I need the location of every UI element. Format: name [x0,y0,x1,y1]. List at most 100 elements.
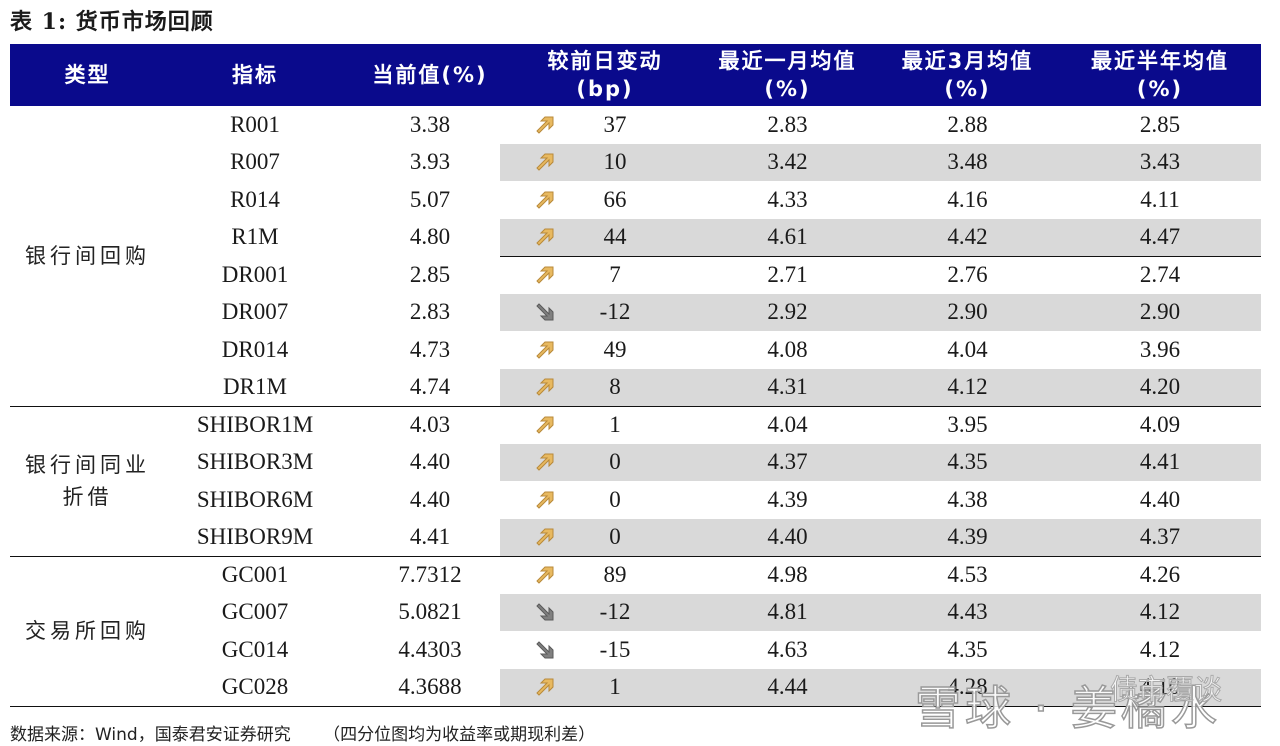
cell-m1: 2.83 [767,111,808,137]
cell-m1: 4.40 [767,524,808,550]
row-shading [500,668,1261,706]
group-interbank-repo: 银行间回购 [10,106,165,406]
cell-indicator: R1M [231,224,279,250]
arrow-up-icon [520,481,570,519]
cell-m6: 4.41 [1139,449,1181,475]
cell-indicator: R007 [230,149,280,175]
cell-m6: 4.09 [1139,411,1181,437]
cell-m3: 4.42 [947,224,988,250]
arrow-up-icon [520,519,570,557]
header-type: 类型 [10,44,165,106]
table-row: GC014 4.4303 -15 4.63 4.35 4.12 [10,631,1261,669]
cell-m1: 4.08 [767,336,808,362]
cell-indicator: DR1M [223,374,287,400]
cell-m6: 2.85 [1139,111,1181,137]
cell-change: 0 [609,449,621,475]
table-row: SHIBOR1M 4.03 1 4.04 3.95 4.09 [10,406,1261,444]
cell-m3: 3.95 [947,411,988,437]
cell-change: 8 [609,374,621,400]
cell-current: 2.85 [409,261,451,287]
table-row: DR014 4.73 49 4.08 4.04 3.96 [10,331,1261,369]
cell-m1: 3.42 [767,149,808,175]
cell-m1: 4.81 [767,599,808,625]
cell-change: 66 [603,186,627,212]
row-shading [500,593,1261,631]
cell-m6: 4.47 [1139,224,1181,250]
cell-indicator: GC001 [221,561,289,587]
cell-indicator: GC028 [221,674,289,700]
cell-m3: 4.35 [947,636,988,662]
cell-change: 49 [603,336,627,362]
table-row: SHIBOR6M 4.40 0 4.39 4.38 4.40 [10,481,1261,519]
table-title: 表 1: 货币市场回顾 [10,9,214,35]
cell-m1: 4.39 [767,486,808,512]
cell-m6: 4.10 [1139,674,1181,700]
arrow-up-icon [520,181,570,219]
cell-indicator: R001 [230,111,280,137]
group-label: 银行间回购 [25,244,150,268]
cell-current: 4.3688 [398,674,462,700]
arrow-up-icon [520,331,570,369]
cell-m6: 4.37 [1139,524,1181,550]
cell-indicator: R014 [230,186,280,212]
cell-m3: 4.28 [947,674,988,700]
cell-current: 4.40 [409,486,451,512]
header-indicator: 指标 [165,44,345,106]
cell-m3: 2.90 [947,299,988,325]
table-row: R1M 4.80 44 4.61 4.42 4.47 [10,218,1261,256]
cell-indicator: SHIBOR6M [196,486,314,512]
header-current: 当前值(%) [345,44,515,106]
arrow-down-icon [520,594,570,632]
cell-m3: 2.88 [947,111,988,137]
table-body: 银行间回购 银行间同业 折借 交易所回购 R001 3.38 37 2.83 2.88 2… [10,106,1261,707]
header-change-line2: (bp) [576,77,634,101]
table-row: R014 5.07 66 4.33 4.16 4.11 [10,181,1261,219]
header-3m-line2: (%) [944,77,991,101]
cell-current: 7.7312 [398,561,462,587]
cell-m1: 4.33 [767,186,808,212]
cell-change: 0 [609,486,621,512]
cell-m6: 4.40 [1139,486,1181,512]
cell-current: 4.73 [409,336,451,362]
cell-m3: 4.12 [947,374,988,400]
row-shading [500,218,1261,256]
cell-m1: 4.63 [767,636,808,662]
cell-current: 4.03 [409,411,451,437]
cell-m6: 4.12 [1139,599,1181,625]
table-row: R007 3.93 10 3.42 3.48 3.43 [10,143,1261,182]
money-market-table: 类型 指标 当前值(%) 较前日变动 (bp) 最近一月均值 (%) 最近3月均值 (… [10,44,1261,707]
cell-m6: 3.43 [1139,149,1181,175]
cell-indicator: GC007 [221,599,289,625]
group-exchange-repo: 交易所回购 [10,556,165,706]
group-interbank-lending: 银行间同业 折借 [10,406,165,556]
table-row: R001 3.38 37 2.83 2.88 2.85 [10,106,1261,144]
cell-current: 3.93 [409,149,451,175]
arrow-up-icon [520,106,570,144]
row-shading [500,293,1261,331]
row-divider [500,256,1261,257]
cell-m6: 2.74 [1139,261,1181,287]
row-divider [10,706,1261,707]
cell-change: 10 [603,149,627,175]
cell-m6: 2.90 [1139,299,1181,325]
header-indicator-label: 指标 [232,63,278,87]
cell-change: -12 [599,599,631,625]
header-change: 较前日变动 (bp) [520,44,690,106]
arrow-up-icon [520,444,570,482]
cell-m1: 4.98 [767,561,808,587]
cell-m1: 2.71 [767,261,808,287]
cell-m1: 4.31 [767,374,808,400]
table-row: DR001 2.85 7 2.71 2.76 2.74 [10,256,1261,294]
cell-change: -12 [599,299,631,325]
cell-m3: 4.04 [947,336,988,362]
cell-current: 5.0821 [398,599,462,625]
cell-change: 44 [603,224,627,250]
arrow-up-icon [520,144,570,182]
arrow-up-icon [520,669,570,707]
header-1m-line1: 最近一月均值 [718,49,857,73]
cell-change: 0 [609,524,621,550]
cell-indicator: DR007 [221,299,289,325]
cell-m3: 4.53 [947,561,988,587]
cell-current: 4.4303 [398,636,462,662]
cell-change: 7 [609,261,621,287]
